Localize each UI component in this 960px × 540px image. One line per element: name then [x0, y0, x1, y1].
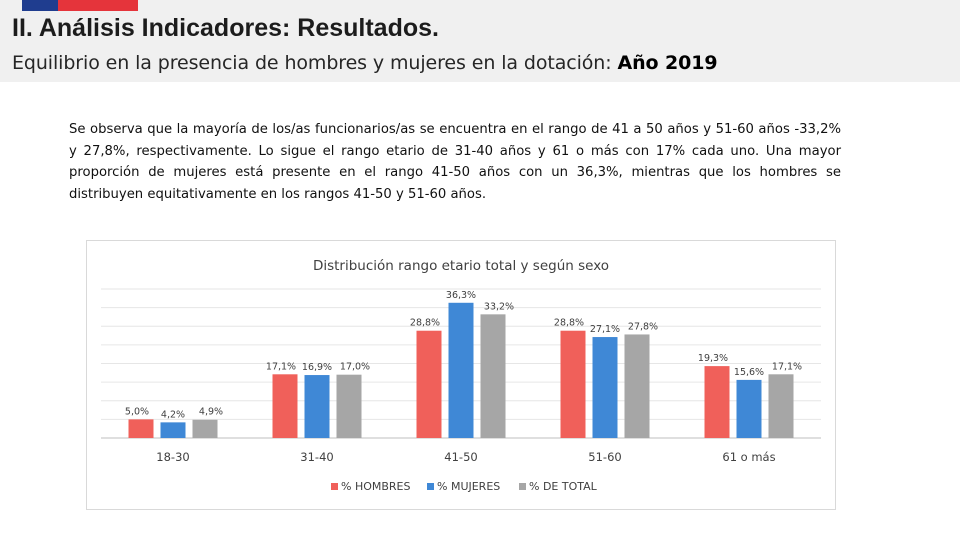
- bar: [768, 374, 794, 438]
- data-label: 4,2%: [161, 409, 185, 420]
- x-tick-label: 51-60: [588, 450, 621, 464]
- data-label: 19,3%: [698, 353, 728, 364]
- flag-blue-stripe: [22, 0, 58, 11]
- bar: [736, 379, 762, 438]
- data-label: 16,9%: [302, 362, 332, 373]
- age-distribution-chart: Distribución rango etario total y según …: [101, 258, 821, 493]
- bar: [448, 302, 474, 438]
- data-label: 15,6%: [734, 367, 764, 378]
- data-label: 28,8%: [554, 318, 584, 329]
- data-label: 17,0%: [340, 362, 370, 373]
- data-label: 28,8%: [410, 318, 440, 329]
- flag-red-stripe: [58, 0, 138, 11]
- data-label: 27,1%: [590, 324, 620, 335]
- data-label: 27,8%: [628, 321, 658, 332]
- subtitle-text: Equilibrio en la presencia de hombres y …: [12, 52, 612, 74]
- legend-swatch: [519, 483, 526, 490]
- bar: [592, 337, 618, 438]
- legend-label: % HOMBRES: [341, 480, 411, 493]
- subtitle-year: Año 2019: [617, 52, 718, 74]
- bar: [192, 419, 218, 438]
- legend-swatch: [427, 483, 434, 490]
- data-label: 33,2%: [484, 301, 514, 312]
- data-label: 4,9%: [199, 407, 223, 418]
- x-tick-label: 61 o más: [722, 450, 775, 464]
- analysis-paragraph: Se observa que la mayoría de los/as func…: [69, 122, 841, 202]
- legend-label: % MUJERES: [437, 480, 500, 493]
- bar: [272, 374, 298, 438]
- x-tick-label: 18-30: [156, 450, 189, 464]
- data-label: 5,0%: [125, 406, 149, 417]
- bar: [624, 334, 650, 438]
- data-label: 17,1%: [266, 361, 296, 372]
- bar: [480, 314, 506, 438]
- bar: [416, 330, 442, 438]
- data-label: 17,1%: [772, 361, 802, 372]
- bar: [560, 330, 586, 438]
- bar: [704, 366, 730, 438]
- data-label: 36,3%: [446, 290, 476, 301]
- x-tick-label: 41-50: [444, 450, 477, 464]
- legend-label: % DE TOTAL: [529, 480, 598, 493]
- bar: [128, 419, 154, 438]
- slide-header: II. Análisis Indicadores: Resultados. Eq…: [0, 0, 960, 82]
- bar: [304, 375, 330, 438]
- chart-title: Distribución rango etario total y según …: [313, 258, 609, 274]
- legend-swatch: [331, 483, 338, 490]
- bar: [336, 374, 362, 438]
- chart-container: Distribución rango etario total y según …: [86, 240, 836, 510]
- x-tick-label: 31-40: [300, 450, 333, 464]
- bar: [160, 422, 186, 438]
- slide-title: II. Análisis Indicadores: Resultados.: [12, 14, 439, 42]
- slide-subtitle: Equilibrio en la presencia de hombres y …: [12, 52, 718, 74]
